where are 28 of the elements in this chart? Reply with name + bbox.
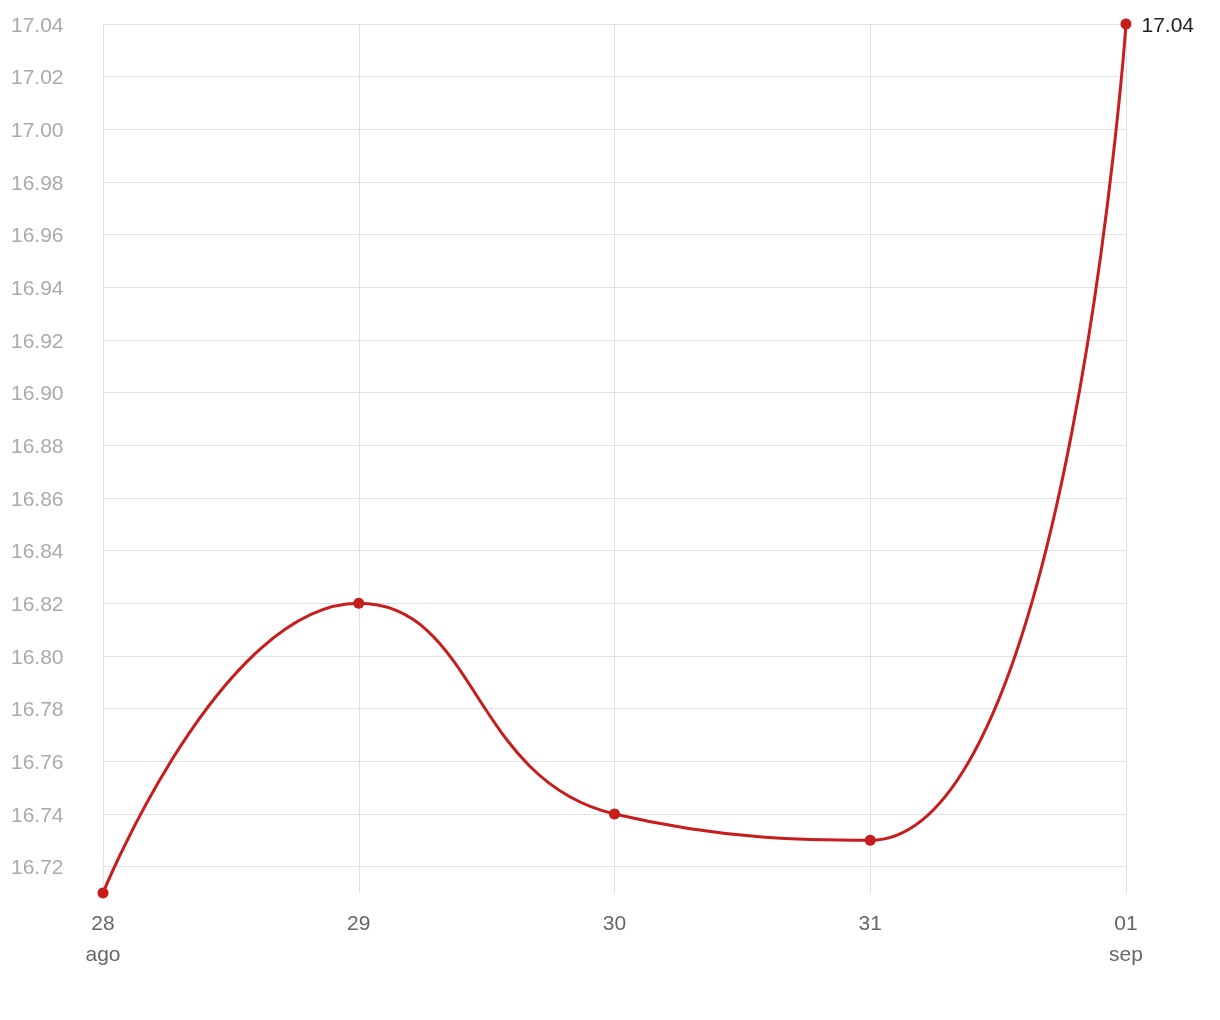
x-tick-label: 28 ago [85,911,121,965]
point [609,808,620,820]
y-tick-label: 16.78 [11,697,64,721]
y-tick-label: 16.94 [11,275,64,299]
y-tick-label: 16.74 [11,802,64,826]
point [864,834,876,846]
y-tick-label: 16.82 [11,591,64,615]
y-tick-label: 16.72 [11,855,64,879]
y-tick-label: 17.02 [11,65,64,89]
x-tick-label: 29 [347,911,371,934]
y-tick-label: 16.96 [11,223,64,247]
point [1120,18,1132,30]
x-tick-label: 31 [858,911,882,934]
y-tick-label: 16.90 [11,381,64,405]
point [353,597,365,609]
y-tick-label: 16.84 [11,539,64,563]
data-label: 17.04 [1141,12,1195,36]
y-tick-label: 16.80 [11,644,64,668]
y-tick-label: 16.98 [11,170,64,194]
x-tick-label: 30 [602,911,627,934]
y-tick-label: 17.04 [11,12,64,36]
y-tick-label: 16.86 [11,486,64,510]
y-tick-label: 17.00 [11,117,64,141]
y-tick-label: 16.76 [11,749,64,773]
y-tick-label: 16.92 [11,328,64,352]
x-tick-label: 01 sep [1109,911,1143,965]
point [97,887,109,899]
y-tick-label: 16.88 [11,433,64,457]
